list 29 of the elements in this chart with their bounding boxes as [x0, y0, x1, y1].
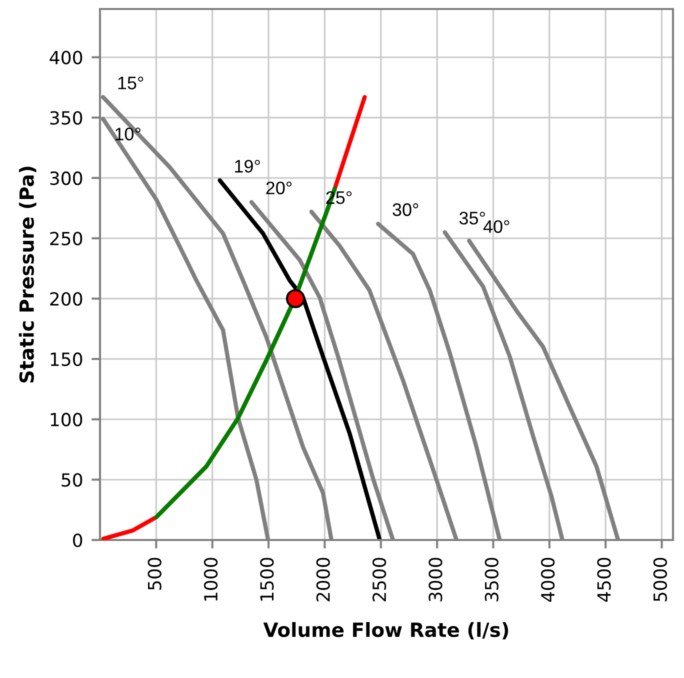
series-label: 15° — [118, 76, 144, 90]
series-label: 19° — [235, 160, 260, 173]
series-label: 30° — [392, 203, 418, 216]
series-label: 20° — [266, 182, 292, 194]
series-label: 40° — [483, 220, 510, 233]
x-tick-label: 3000 — [428, 558, 442, 602]
y-tick-label: 200 — [50, 292, 82, 306]
y-tick-label: 0 — [73, 533, 82, 548]
x-tick-label: 500 — [148, 558, 162, 590]
y-axis-title: Static Pressure (Pa) — [18, 166, 36, 383]
x-tick-label: 2000 — [316, 558, 330, 602]
y-tick-label: 350 — [50, 111, 82, 125]
x-tick-label: 4000 — [540, 558, 555, 602]
line-series — [218, 178, 382, 540]
series-label: 10° — [116, 128, 140, 140]
x-axis-title: Volume Flow Rate (l/s) — [263, 622, 508, 640]
y-tick-label: 50 — [62, 473, 82, 487]
series-label: 35° — [459, 212, 485, 225]
x-tick-label: 1500 — [260, 558, 274, 601]
x-tick-label: 1000 — [204, 558, 218, 601]
x-tick-label: 2500 — [372, 558, 386, 602]
x-tick-label: 4500 — [597, 558, 611, 602]
y-tick-label: 250 — [50, 232, 82, 246]
y-tick-label: 300 — [50, 171, 82, 186]
y-tick-label: 150 — [50, 352, 82, 366]
x-tick-label: 3500 — [484, 558, 498, 602]
x-tick-label: 5000 — [653, 558, 668, 602]
y-tick-label: 100 — [50, 412, 82, 426]
y-tick-label: 400 — [50, 50, 82, 64]
